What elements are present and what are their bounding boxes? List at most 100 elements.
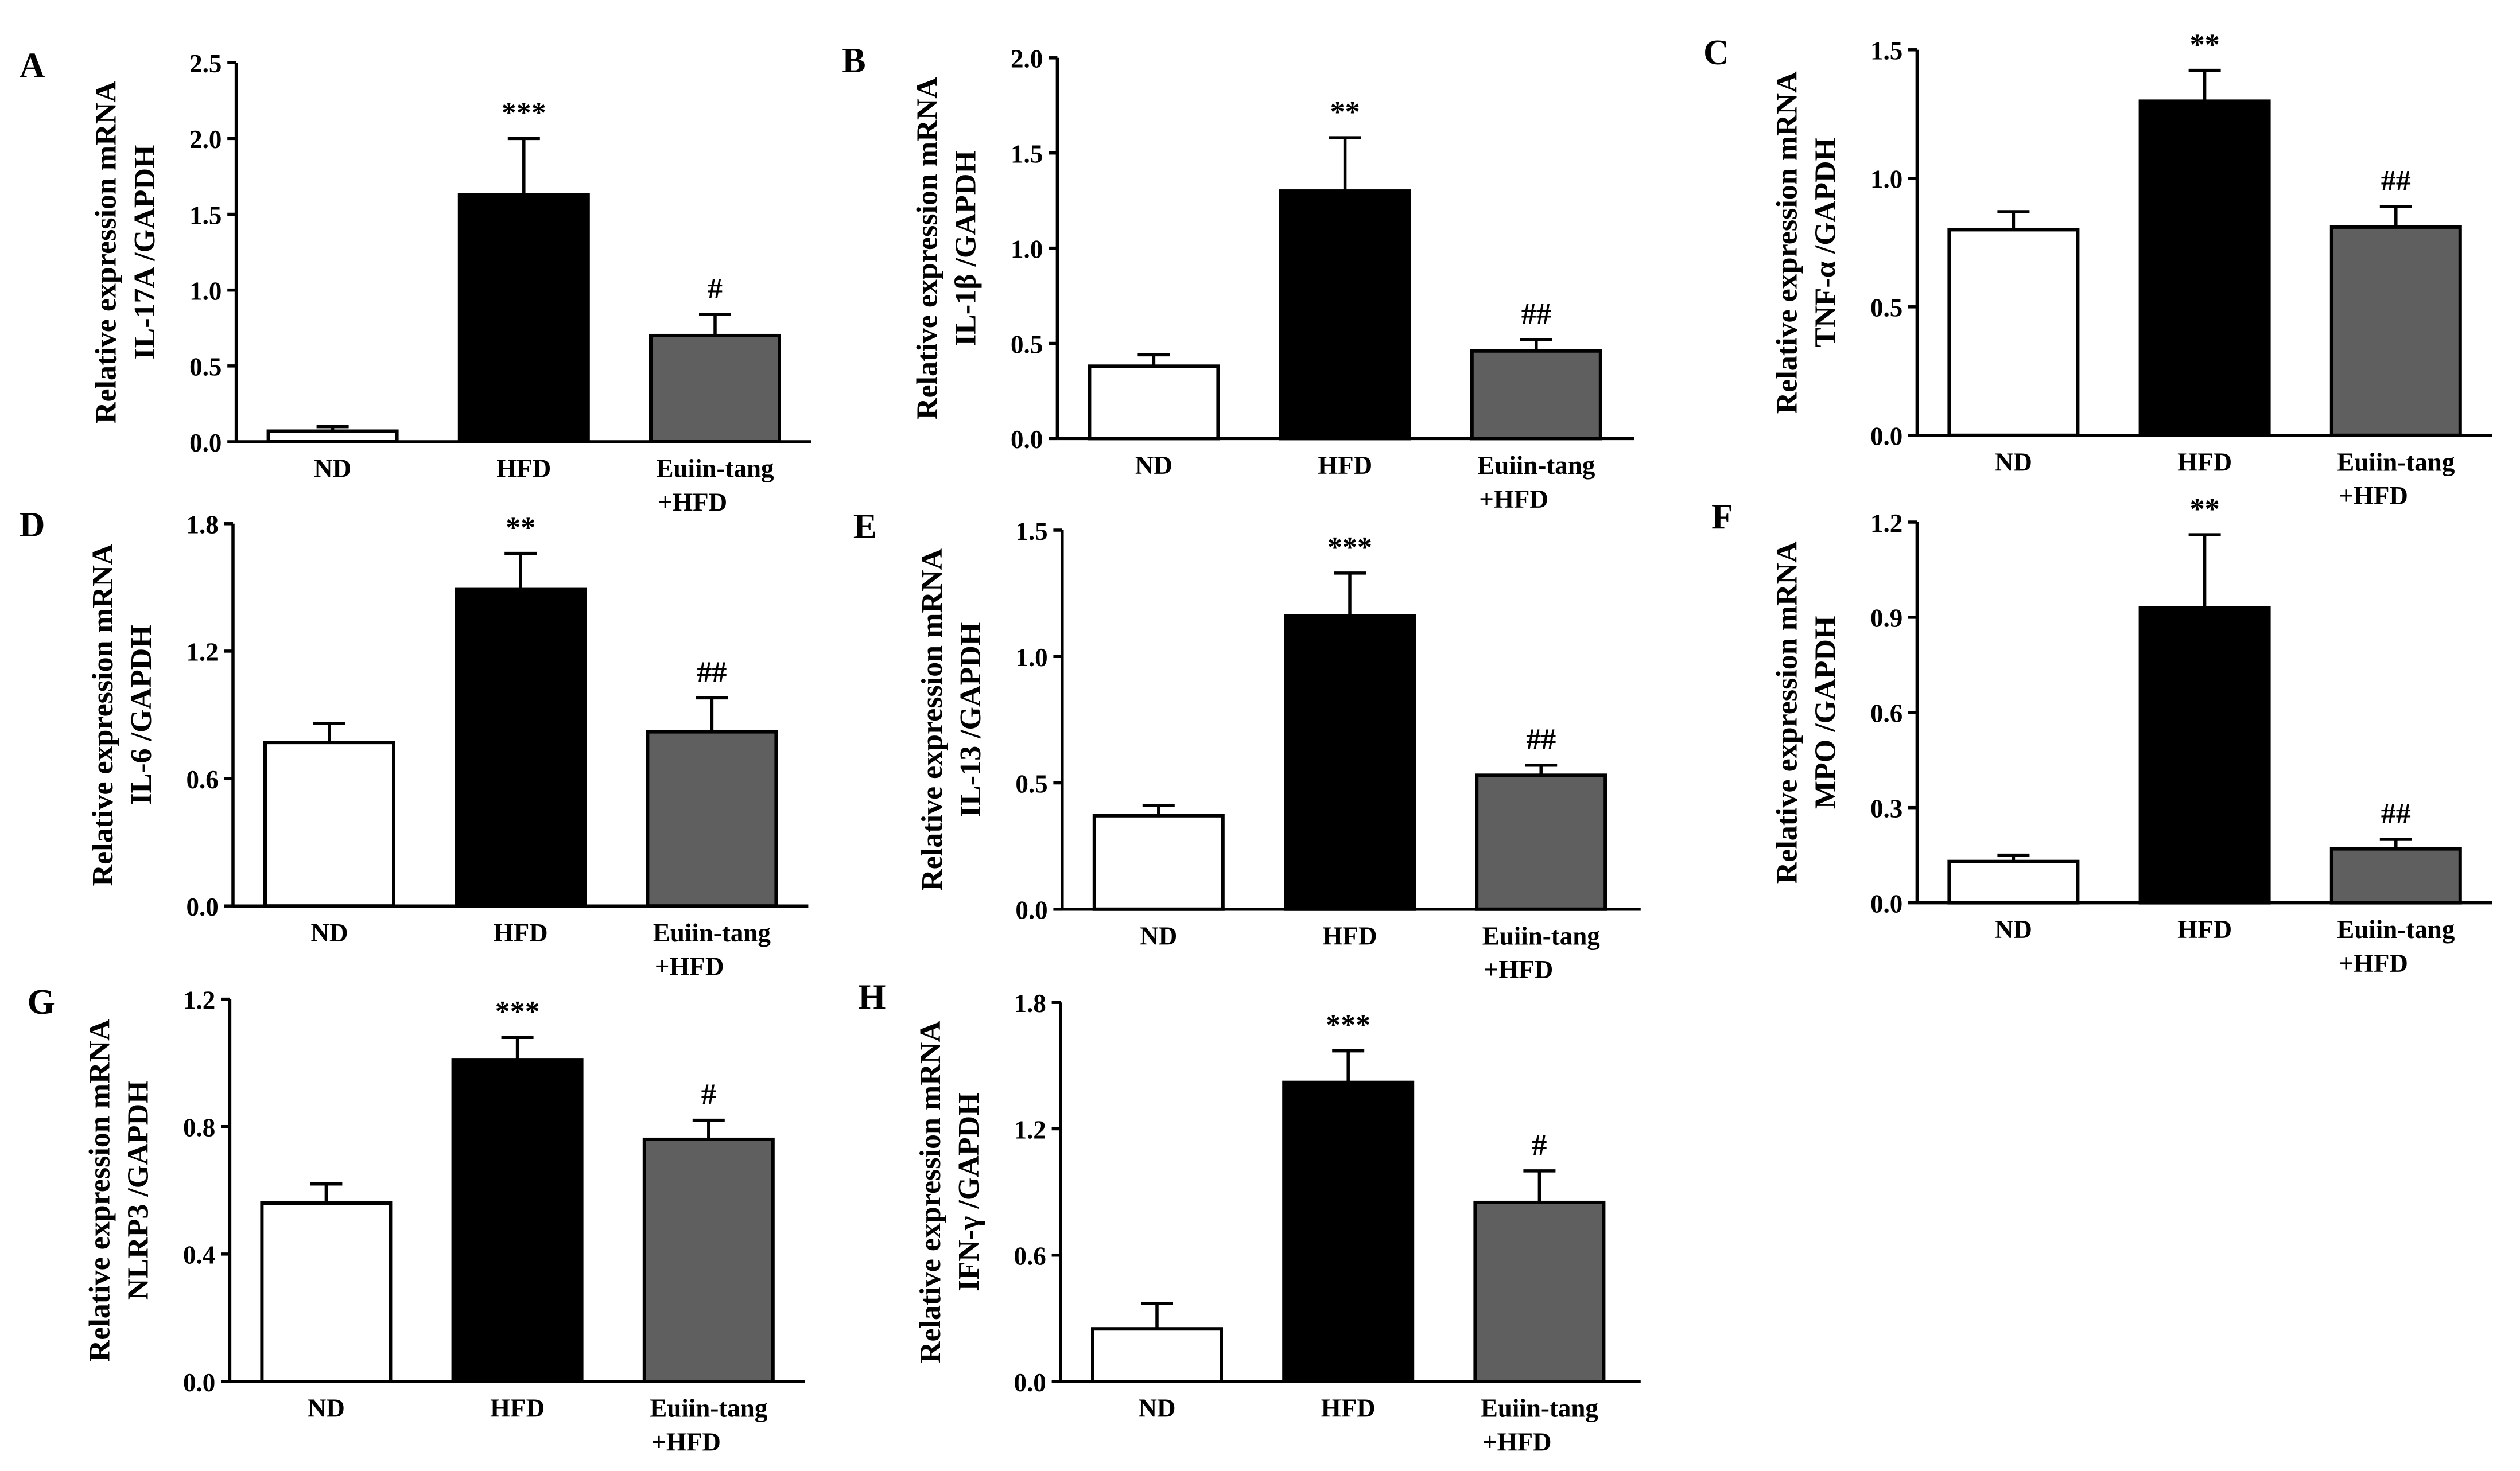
x-tick-label: HFD [490, 1394, 545, 1423]
panel-label: E [853, 507, 877, 546]
y-tick-label: 2.5 [189, 49, 222, 78]
y-axis-label: IFN-γ /GAPDH [953, 1092, 985, 1291]
significance-label: ## [697, 656, 727, 688]
x-tick-label: Euiin-tang +HFD [656, 454, 774, 517]
significance-label: ## [2381, 165, 2411, 197]
y-tick-label: 1.0 [1015, 643, 1047, 672]
y-tick-label: 1.8 [1014, 989, 1046, 1018]
bar-hfd [457, 193, 590, 443]
y-tick-label: 0.0 [1011, 425, 1043, 454]
x-tick-label: ND [1995, 915, 2032, 944]
y-tick-label: 0.0 [183, 1368, 215, 1397]
x-tick-label-line: +HFD [655, 952, 724, 981]
bar-nd [1088, 364, 1220, 441]
y-tick-label: 0.5 [1870, 294, 1902, 322]
significance-label: ** [1330, 96, 1360, 129]
y-tick-label: 0.5 [189, 353, 222, 382]
significance-label: ** [506, 512, 535, 544]
y-tick-label: 0.3 [1870, 795, 1902, 823]
y-tick-label: 1.8 [187, 511, 219, 539]
x-tick-label-line: +HFD [1484, 955, 1554, 984]
x-tick-label-line: ND [1135, 451, 1172, 480]
x-tick-label: Euiin-tang +HFD [2337, 915, 2455, 978]
panel-c: C 0.0 0.5 1.0 1.5 Relative expression mRNA TNF… [1703, 29, 2492, 510]
y-axis-label: MPO /GAPDH [1810, 616, 1842, 810]
x-tick-label: ND [1140, 921, 1177, 950]
y-tick-label: 1.5 [1870, 37, 1902, 65]
x-tick-label-line: ND [1140, 921, 1177, 950]
x-tick-label-line: +HFD [651, 1427, 721, 1456]
x-tick-label-line: HFD [1321, 1394, 1376, 1423]
y-tick-label: 2.0 [1011, 45, 1043, 73]
x-tick-label-line: HFD [490, 1394, 545, 1423]
x-tick-label: HFD [496, 454, 551, 483]
bar-hfd [1284, 614, 1416, 911]
y-axis-label: Relative expression mRNA [916, 548, 949, 890]
y-axis-label: TNF-α /GAPDH [1810, 138, 1842, 348]
y-axis-label: Relative expression mRNA [914, 1021, 947, 1363]
x-tick-label-line: Euiin-tang [650, 1394, 768, 1423]
bar-hfd [1282, 1080, 1415, 1384]
y-tick-label: 1.2 [1014, 1115, 1046, 1144]
panel-f: F 0.0 0.3 0.6 0.9 1.2 Relative expression mRNA… [1711, 493, 2492, 978]
y-tick-label: 0.0 [1015, 896, 1047, 925]
x-tick-label: Euiin-tang +HFD [1482, 921, 1601, 984]
y-axis-label: IL-1β /GAPDH [950, 150, 983, 346]
x-tick-label: ND [1135, 451, 1172, 480]
x-tick-label-line: HFD [494, 919, 548, 947]
y-tick-label: 0.4 [183, 1241, 215, 1270]
y-tick-label: 0.0 [1870, 889, 1902, 918]
y-tick-label: 1.0 [1870, 165, 1902, 194]
panel-label: H [858, 978, 886, 1017]
bar-nd [263, 741, 395, 908]
significance-label: *** [502, 96, 546, 129]
x-tick-label-line: Euiin-tang [1482, 921, 1601, 950]
panel-a: A 0.0 0.5 1.0 1.5 2.0 2.5 Relative expression m… [20, 46, 811, 516]
bar-nd [1091, 1327, 1223, 1383]
y-tick-label: 0.0 [189, 429, 222, 457]
x-tick-label-line: +HFD [1482, 1427, 1552, 1456]
x-tick-label: ND [1139, 1394, 1176, 1423]
bar-hfd [1279, 189, 1411, 441]
y-axis-label: NLRP3 /GAPDH [122, 1080, 155, 1300]
bar-nd [260, 1201, 393, 1384]
significance-label: ** [2190, 493, 2220, 526]
y-tick-label: 0.0 [1870, 422, 1902, 451]
x-tick-label: HFD [1321, 1394, 1376, 1423]
significance-label: # [708, 273, 723, 305]
x-tick-label: ND [311, 919, 348, 947]
y-tick-label: 0.8 [183, 1114, 215, 1142]
panel-d: D 0.0 0.6 1.2 1.8 Relative expression mRNA IL-… [20, 505, 809, 981]
y-axis-label: Relative expression mRNA [911, 77, 943, 419]
y-axis-label: Relative expression mRNA [1770, 541, 1803, 884]
y-axis-label: Relative expression mRNA [83, 1019, 116, 1361]
bar-euiin-tang-hfd [649, 333, 781, 444]
significance-label: ## [2381, 797, 2411, 830]
y-axis-label: Relative expression mRNA [87, 543, 119, 886]
x-tick-label-line: HFD [496, 454, 551, 483]
panel-h: H 0.0 0.6 1.2 1.8 Relative expression mRNA IFN… [858, 978, 1641, 1456]
y-axis-label: Relative expression mRNA [1770, 71, 1803, 414]
x-tick-label-line: Euiin-tang [2337, 915, 2455, 944]
y-tick-label: 0.6 [1870, 699, 1902, 728]
y-tick-label: 0.6 [1014, 1242, 1046, 1271]
x-tick-label: HFD [2177, 915, 2232, 944]
y-tick-label: 0.5 [1011, 330, 1043, 359]
x-tick-label-line: +HFD [1479, 485, 1548, 513]
y-axis-label: IL-13 /GAPDH [954, 622, 987, 817]
y-tick-label: 1.5 [189, 201, 222, 229]
y-axis-label: Relative expression mRNA [90, 81, 123, 423]
bar-euiin-tang-hfd [2329, 225, 2462, 437]
y-tick-label: 1.5 [1015, 517, 1047, 546]
y-tick-label: 0.0 [1014, 1368, 1046, 1397]
y-tick-label: 1.2 [183, 986, 215, 1014]
y-tick-label: 1.5 [1011, 140, 1043, 169]
x-tick-label-line: +HFD [658, 488, 727, 516]
y-axis-label: IL-6 /GAPDH [125, 625, 158, 804]
panel-e: E 0.0 0.5 1.0 1.5 Relative expression mRNA IL-… [853, 507, 1641, 984]
x-tick-label-line: HFD [1318, 451, 1372, 480]
x-tick-label-line: ND [308, 1394, 345, 1423]
y-tick-label: 1.2 [187, 638, 219, 667]
panel-g: G 0.0 0.4 0.8 1.2 Relative expression mRNA NLR… [28, 983, 805, 1456]
x-tick-label: HFD [494, 919, 548, 947]
